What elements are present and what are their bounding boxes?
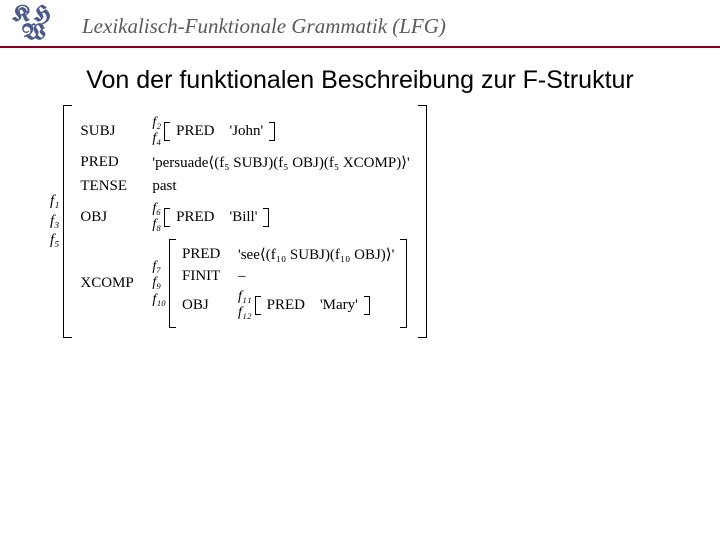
xcomp-nested: PRED 'see⟨(f₁₀ SUBJ)(f₁₀ OBJ)⟩' FINIT – … [169,239,407,327]
bracket-right [418,105,427,338]
attr-label: PRED [182,246,238,263]
subj-fvars: f₂ f₄ [152,115,164,147]
logo-w: W [22,22,46,45]
fvar: f₃ [50,212,59,232]
fvar: f₈ [152,217,161,233]
fvar: f₂ [152,115,161,131]
bracket-left [63,105,72,338]
fvar: f₁₂ [238,305,252,321]
tense-val: past [152,178,176,195]
finit-val: – [238,268,246,285]
fvar: f₄ [152,131,161,147]
xcomp-obj-row: OBJ f₁₁ f₁₂ PRED 'Mary' [182,289,394,321]
bracket-left [169,239,176,327]
attr-label: FINIT [182,268,238,285]
fvar: f₆ [152,201,161,217]
row-pred: PRED 'persuade⟨(f₅ SUBJ)(f₅ OBJ)(f₅ XCOM… [80,153,409,172]
fstructure-content: f₁ f₃ f₅ SUBJ f₂ f₄ PRED 'John' [0,105,720,338]
logo: K H W [10,6,66,46]
attr-label: XCOMP [80,275,152,292]
xcomp-pred-row: PRED 'see⟨(f₁₀ SUBJ)(f₁₀ OBJ)⟩' [182,245,394,264]
fvar: f₁ [50,192,59,212]
attr-label: TENSE [80,178,152,195]
obj-fvars: f₆ f₈ [152,201,164,233]
bracket-right [400,239,407,327]
fvar: f₅ [50,231,59,251]
xcomp-pred-val: 'see⟨(f₁₀ SUBJ)(f₁₀ OBJ)⟩' [238,245,394,264]
slide-title: Von der funktionalen Beschreibung zur F-… [0,66,720,95]
outer-fstructure: f₁ f₃ f₅ SUBJ f₂ f₄ PRED 'John' [50,105,670,338]
inner-attr: PRED [176,209,214,225]
xcomp-obj-value: PRED 'Mary' [255,296,370,315]
outer-fvars: f₁ f₃ f₅ [50,105,63,338]
row-tense: TENSE past [80,178,409,195]
header-title: Lexikalisch-Funktionale Grammatik (LFG) [82,14,710,39]
inner-attr: PRED [267,297,305,313]
fvar: f₇ [152,259,166,275]
obj-value: PRED 'Bill' [164,208,269,227]
fvar: f₁₀ [152,292,166,308]
xcomp-finit-row: FINIT – [182,268,394,285]
inner-val: 'Mary' [320,297,358,313]
pred-val: 'persuade⟨(f₅ SUBJ)(f₅ OBJ)(f₅ XCOMP)⟩' [152,153,409,172]
attr-label: PRED [80,154,152,171]
fvar: f₉ [152,275,166,291]
xcomp-fvars: f₇ f₉ f₁₀ [152,259,169,307]
inner-val: 'John' [230,123,264,139]
row-obj: OBJ f₆ f₈ PRED 'Bill' [80,201,409,233]
inner-attr: PRED [176,123,214,139]
subj-value: PRED 'John' [164,122,275,141]
row-xcomp: XCOMP f₇ f₉ f₁₀ PRED 'see⟨(f₁₀ SUBJ)(f₁₀… [80,239,409,327]
attr-label: OBJ [182,297,238,314]
xcomp-obj-fvars: f₁₁ f₁₂ [238,289,255,321]
attr-label: OBJ [80,209,152,226]
matrix-body: SUBJ f₂ f₄ PRED 'John' PRED 'p [72,105,417,338]
row-subj: SUBJ f₂ f₄ PRED 'John' [80,115,409,147]
header-bar: K H W Lexikalisch-Funktionale Grammatik … [0,0,720,48]
attr-label: SUBJ [80,123,152,140]
inner-val: 'Bill' [230,209,258,225]
fvar: f₁₁ [238,289,252,305]
